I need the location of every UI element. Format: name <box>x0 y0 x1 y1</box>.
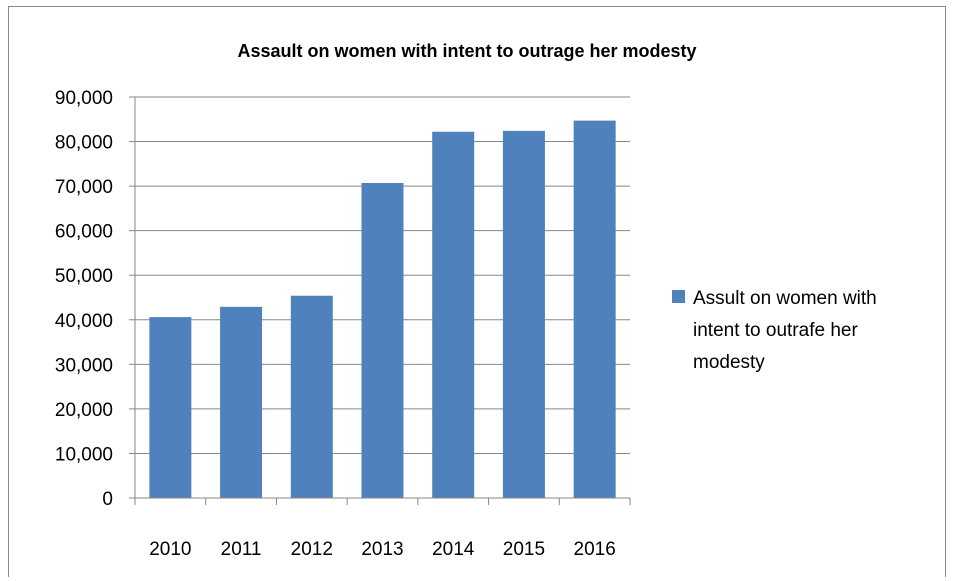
x-axis-tick-labels: 2010 2011 2012 2013 2014 2015 2016 <box>149 539 616 560</box>
y-tick-label: 80,000 <box>55 133 113 154</box>
y-tick-label: 0 <box>102 489 113 510</box>
legend-label-line-1: Assult on women with <box>693 288 877 309</box>
x-tick-label: 2011 <box>221 539 262 560</box>
bar <box>149 317 192 498</box>
bar <box>432 131 475 498</box>
y-axis-tick-labels: 0 10,000 20,000 30,000 40,000 50,000 60,000 70,… <box>55 88 113 510</box>
y-tick-label: 50,000 <box>55 266 113 287</box>
y-tick-label: 30,000 <box>55 355 113 376</box>
bar <box>290 295 333 498</box>
y-tick-label: 20,000 <box>55 400 113 421</box>
bars <box>149 120 616 498</box>
y-tick-label: 60,000 <box>55 222 113 243</box>
x-tick-label: 2016 <box>574 539 616 560</box>
x-tick-label: 2015 <box>503 539 545 560</box>
axes <box>129 96 631 505</box>
y-tick-label: 10,000 <box>55 444 113 465</box>
bar <box>220 306 263 498</box>
legend-label-line-3: modesty <box>693 352 765 373</box>
legend-label-line-2: intent to outrafe her <box>693 320 858 341</box>
chart-title: Assault on women with intent to outrage … <box>237 41 696 61</box>
legend: Assult on women with intent to outrafe h… <box>672 288 877 373</box>
bar <box>502 130 545 498</box>
bar <box>573 120 616 498</box>
x-tick-label: 2010 <box>149 539 191 560</box>
x-tick-label: 2014 <box>432 539 475 560</box>
y-tick-label: 90,000 <box>55 88 113 109</box>
y-tick-label: 70,000 <box>55 177 113 198</box>
x-tick-label: 2013 <box>361 539 403 560</box>
x-tick-label: 2012 <box>291 539 333 560</box>
bar <box>361 182 404 498</box>
legend-swatch <box>672 290 685 303</box>
y-tick-label: 40,000 <box>55 311 113 332</box>
